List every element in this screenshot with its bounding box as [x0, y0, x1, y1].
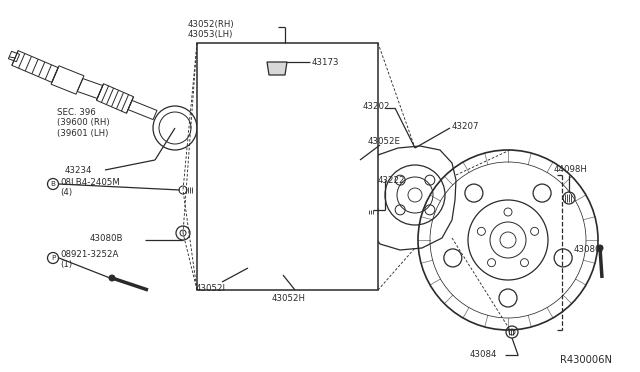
Text: P: P: [51, 255, 55, 261]
Text: 44098H: 44098H: [554, 165, 588, 174]
Text: 43084: 43084: [470, 350, 497, 359]
Text: 43052E: 43052E: [368, 137, 401, 146]
Text: 43080B: 43080B: [90, 234, 124, 243]
Text: 43052I: 43052I: [196, 284, 226, 293]
Text: 43052(RH)
43053(LH): 43052(RH) 43053(LH): [188, 20, 235, 39]
Circle shape: [273, 60, 281, 68]
Text: 43052H: 43052H: [272, 294, 306, 303]
Polygon shape: [267, 62, 287, 75]
Text: 43080J: 43080J: [574, 245, 604, 254]
Bar: [197, 43, 378, 290]
Text: 43222: 43222: [378, 176, 406, 185]
Text: 43202: 43202: [363, 102, 390, 111]
Text: 08LB4-2405M
(4): 08LB4-2405M (4): [60, 178, 120, 198]
Text: 43173: 43173: [312, 58, 339, 67]
Text: 43207: 43207: [452, 122, 479, 131]
Text: R430006N: R430006N: [560, 355, 612, 365]
Text: SEC. 396
(39600 (RH)
(39601 (LH): SEC. 396 (39600 (RH) (39601 (LH): [57, 108, 109, 138]
Text: B: B: [51, 181, 56, 187]
Circle shape: [109, 275, 115, 281]
Text: 08921-3252A
(1): 08921-3252A (1): [60, 250, 118, 269]
Circle shape: [597, 245, 603, 251]
Text: 43234: 43234: [65, 166, 93, 175]
